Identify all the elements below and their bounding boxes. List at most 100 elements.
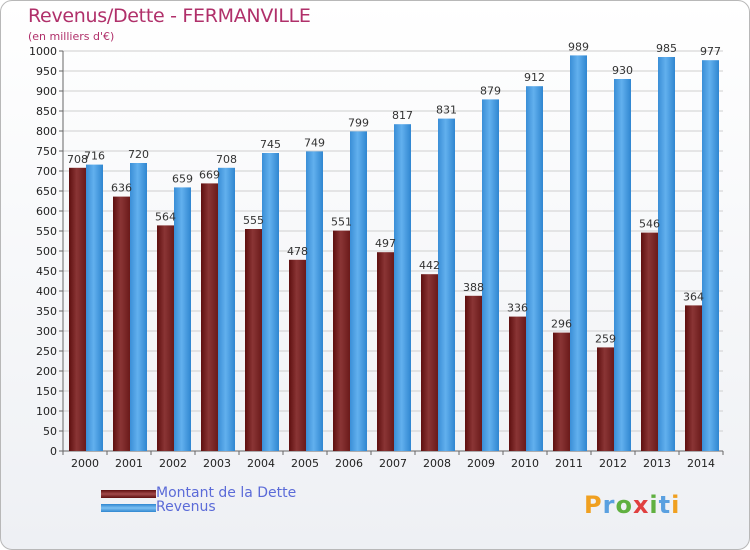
x-tick-label: 2004: [247, 457, 275, 470]
y-tick-label: 50: [43, 425, 57, 438]
data-label-revenus: 977: [700, 45, 721, 58]
legend-swatch-revenus: [101, 504, 156, 512]
y-tick-label: 150: [36, 385, 57, 398]
x-tick-label: 2014: [687, 457, 715, 470]
y-tick-label: 350: [36, 305, 57, 318]
data-label-debt: 708: [67, 153, 88, 166]
logo-letter: P: [584, 491, 603, 519]
bar-debt: [597, 347, 614, 451]
data-label-debt: 336: [507, 302, 528, 315]
x-tick-label: 2010: [511, 457, 539, 470]
data-label-debt: 669: [199, 168, 220, 181]
y-tick-label: 100: [36, 405, 57, 418]
data-label-revenus: 745: [260, 138, 281, 151]
proxiti-logo: Proxiti: [584, 491, 680, 519]
y-tick-label: 200: [36, 365, 57, 378]
data-label-debt: 478: [287, 245, 308, 258]
x-tick-label: 2006: [335, 457, 363, 470]
legend-label-revenus: Revenus: [156, 499, 216, 515]
data-label-revenus: 912: [524, 71, 545, 84]
bar-revenus: [614, 79, 631, 451]
data-label-debt: 636: [111, 182, 132, 195]
data-label-debt: 259: [595, 332, 616, 345]
y-tick-label: 600: [36, 205, 57, 218]
data-label-revenus: 831: [436, 104, 457, 117]
y-tick-label: 1000: [29, 45, 57, 58]
data-label-revenus: 720: [128, 148, 149, 161]
y-tick-label: 400: [36, 285, 57, 298]
y-tick-label: 550: [36, 225, 57, 238]
x-tick-label: 2005: [291, 457, 319, 470]
logo-letter: x: [632, 491, 650, 519]
y-tick-label: 450: [36, 265, 57, 278]
data-label-debt: 546: [639, 218, 660, 231]
y-tick-label: 900: [36, 85, 57, 98]
data-label-debt: 388: [463, 281, 484, 294]
x-tick-label: 2002: [159, 457, 187, 470]
bar-revenus: [438, 118, 455, 451]
data-label-revenus: 659: [172, 172, 193, 185]
bar-debt: [245, 229, 262, 451]
x-tick-label: 2013: [643, 457, 671, 470]
logo-letter: i: [671, 491, 681, 519]
y-tick-label: 500: [36, 245, 57, 258]
bar-debt: [685, 305, 702, 451]
bar-revenus: [130, 163, 147, 451]
x-tick-label: 2012: [599, 457, 627, 470]
data-label-revenus: 817: [392, 109, 413, 122]
legend-swatch-debt: [101, 490, 156, 498]
bar-revenus: [394, 124, 411, 451]
logo-letter: i: [649, 491, 659, 519]
bar-revenus: [262, 153, 279, 451]
data-label-debt: 497: [375, 237, 396, 250]
bar-debt: [377, 252, 394, 451]
bar-revenus: [306, 151, 323, 451]
data-label-debt: 364: [683, 290, 704, 303]
bar-revenus: [174, 187, 191, 451]
y-tick-label: 650: [36, 185, 57, 198]
bar-debt: [333, 230, 350, 451]
logo-letter: o: [615, 491, 633, 519]
bar-debt: [157, 225, 174, 451]
data-label-debt: 551: [331, 216, 352, 229]
chart-subtitle: (en milliers d'€): [28, 30, 115, 43]
data-label-debt: 555: [243, 214, 264, 227]
bar-debt: [421, 274, 438, 451]
bar-debt: [509, 316, 526, 451]
data-label-revenus: 930: [612, 64, 633, 77]
x-tick-label: 2009: [467, 457, 495, 470]
bar-debt: [69, 167, 86, 452]
data-label-debt: 296: [551, 318, 572, 331]
data-label-revenus: 716: [84, 150, 105, 163]
bar-debt: [289, 259, 306, 451]
bar-revenus: [482, 99, 499, 452]
logo-letter: r: [602, 491, 616, 519]
logo-letter: t: [658, 491, 672, 519]
bar-revenus: [570, 55, 587, 452]
y-tick-label: 750: [36, 145, 57, 158]
y-tick-label: 800: [36, 125, 57, 138]
bar-debt: [553, 332, 570, 451]
bar-debt: [113, 196, 130, 451]
x-tick-label: 2000: [71, 457, 99, 470]
bar-debt: [465, 295, 482, 451]
bar-revenus: [658, 57, 675, 451]
x-tick-label: 2007: [379, 457, 407, 470]
data-label-revenus: 799: [348, 116, 369, 129]
data-label-debt: 442: [419, 259, 440, 272]
data-label-revenus: 985: [656, 42, 677, 55]
bar-revenus: [218, 167, 235, 452]
y-tick-label: 950: [36, 65, 57, 78]
bar-revenus: [86, 164, 103, 451]
bar-revenus: [526, 86, 543, 451]
y-tick-label: 250: [36, 345, 57, 358]
x-tick-label: 2008: [423, 457, 451, 470]
y-tick-label: 300: [36, 325, 57, 338]
bar-revenus: [350, 131, 367, 451]
data-label-revenus: 989: [568, 40, 589, 53]
data-label-revenus: 708: [216, 153, 237, 166]
data-label-revenus: 879: [480, 84, 501, 97]
x-tick-label: 2003: [203, 457, 231, 470]
